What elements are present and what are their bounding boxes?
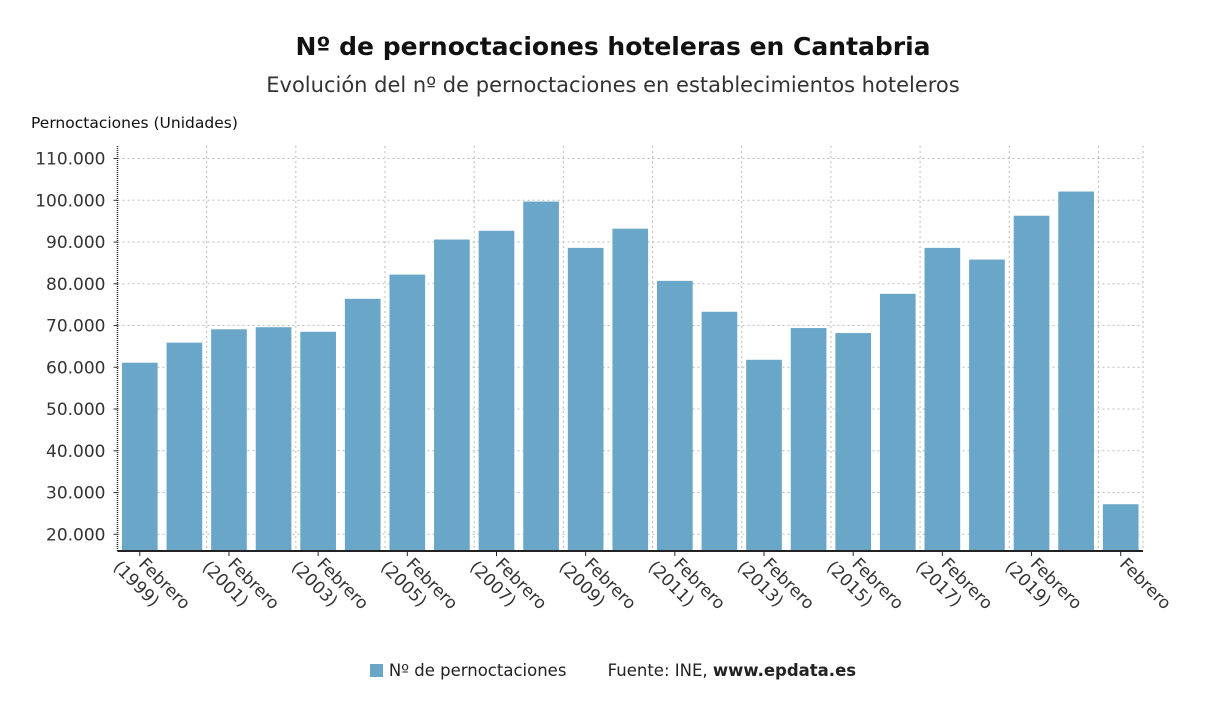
bar: Febrero (2003): 68500 [300, 331, 336, 551]
y-tick-label: 90.000 [46, 233, 105, 253]
y-tick-label: 110.000 [35, 150, 105, 170]
bar: Febrero (2011): 80700 [657, 280, 693, 551]
bar: Febrero (2016): 77600 [879, 293, 916, 551]
y-tick-label: 70.000 [46, 317, 105, 337]
x-tick-label: Febrero(2003) [287, 543, 372, 628]
bar: Febrero (2008): 99700 [523, 201, 559, 551]
x-tick-label-line: Febrero [1115, 554, 1175, 614]
x-tick-label-text: Febrero(2015) [822, 543, 907, 628]
bar: Febrero (2020): 102100 [1058, 191, 1094, 551]
legend-swatch [369, 664, 383, 677]
bar: Febrero (2017): 88600 [924, 247, 961, 551]
chart-subtitle: Evolución del nº de pernoctaciones en es… [266, 73, 960, 97]
x-tick-label: Febrero(2001) [198, 543, 283, 628]
x-tick-label-text: Febrero(2009) [555, 543, 640, 628]
chart-title: Nº de pernoctaciones hoteleras en Cantab… [295, 32, 931, 61]
y-tick-label: 60.000 [46, 358, 105, 378]
y-tick-label: 80.000 [46, 275, 105, 295]
x-tick-label-text: Febrero(2007) [465, 543, 550, 628]
bar: Febrero (2013): 61800 [746, 359, 782, 551]
bar: Febrero (2010): 93200 [612, 228, 649, 551]
bar: Febrero (2001): 69100 [211, 329, 247, 551]
bar: Febrero (2015): 68200 [835, 333, 872, 551]
bar: Febrero (2007): 92700 [478, 230, 515, 551]
bar: Febrero (2021): 27200 [1102, 504, 1139, 551]
x-tick-label-text: Febrero [1115, 554, 1175, 614]
x-tick-label: Febrero(2005) [376, 543, 461, 628]
bar: Febrero (2000): 65900 [166, 342, 203, 551]
bar: Febrero (2005): 82200 [389, 274, 426, 551]
y-axis-label: Pernoctaciones (Unidades) [31, 114, 238, 132]
x-tick-label: Febrero [1115, 554, 1175, 614]
bar: Febrero (2006): 90600 [434, 239, 470, 552]
bar: Febrero (2014): 69400 [790, 328, 827, 551]
bar: Febrero (2019): 96300 [1013, 215, 1050, 551]
legend-label: Nº de pernoctaciones [388, 661, 567, 680]
source-site[interactable]: www.epdata.es [712, 661, 857, 680]
x-tick-label: Febrero(2009) [555, 543, 640, 628]
bar: Febrero (2018): 85800 [969, 259, 1005, 551]
y-tick-label: 50.000 [46, 400, 105, 420]
y-tick-label: 20.000 [46, 525, 105, 545]
x-tick-label-text: Febrero(2005) [376, 543, 461, 628]
x-tick-label-text: Febrero(2011) [644, 543, 729, 628]
bar: Febrero (2004): 76400 [344, 298, 381, 551]
x-tick-label-text: Febrero(2001) [198, 543, 283, 628]
bar: Febrero (2009): 88600 [567, 247, 604, 551]
source-prefix: Fuente: INE, [607, 661, 713, 680]
y-tick-label: 100.000 [35, 191, 105, 211]
x-tick-label: Febrero(2017) [911, 543, 996, 628]
legend: Nº de pernoctaciones Fuente: INE, www.ep… [0, 661, 1226, 680]
bar: Febrero (2002): 69600 [255, 327, 292, 551]
x-tick-label-text: Febrero(1999) [109, 543, 194, 628]
x-tick-label-text: Febrero(2013) [733, 543, 818, 628]
x-tick-label: Febrero(2007) [465, 543, 550, 628]
x-tick-label: Febrero(2015) [822, 543, 907, 628]
x-tick-label-text: Febrero(2017) [911, 543, 996, 628]
x-tick-label: Febrero(2011) [644, 543, 729, 628]
x-tick-label-text: Febrero(2003) [287, 543, 372, 628]
source-note: Fuente: INE, www.epdata.es [608, 661, 856, 680]
x-tick-label: Febrero(2013) [733, 543, 818, 628]
bar: Febrero (2012): 73300 [701, 311, 738, 551]
y-tick-label: 30.000 [46, 484, 105, 504]
x-tick-label: Febrero(2019) [1001, 543, 1086, 628]
x-tick-label-text: Febrero(2019) [1001, 543, 1086, 628]
bar: Febrero (1999): 61100 [121, 362, 158, 551]
x-tick-label: Febrero(1999) [109, 543, 194, 628]
y-tick-label: 40.000 [46, 442, 105, 462]
